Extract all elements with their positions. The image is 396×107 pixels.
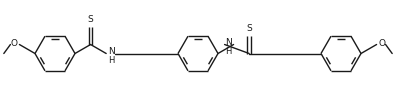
Text: N: N (225, 38, 232, 47)
Text: S: S (88, 15, 93, 24)
Text: N: N (108, 47, 114, 56)
Text: H: H (108, 56, 114, 65)
Text: O: O (378, 39, 385, 48)
Text: S: S (246, 24, 252, 33)
Text: O: O (11, 39, 18, 48)
Text: H: H (225, 47, 232, 56)
